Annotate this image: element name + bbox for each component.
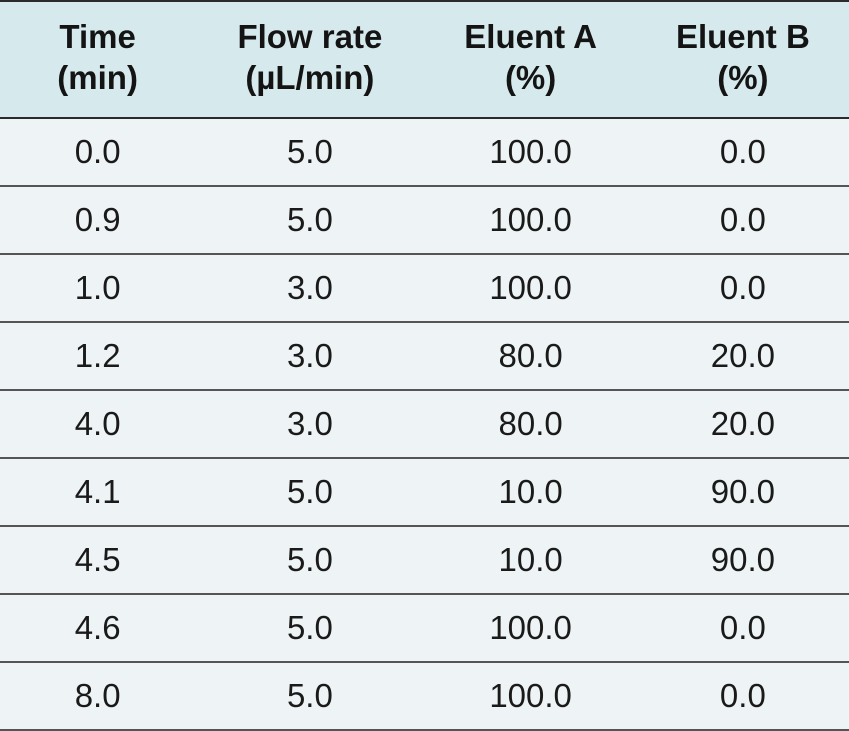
cell-time: 8.0 — [0, 662, 195, 730]
cell-eluent-b: 0.0 — [637, 662, 849, 730]
col-header-label: Time — [4, 16, 191, 57]
gradient-table: Time (min) Flow rate (µL/min) Eluent A (… — [0, 0, 849, 731]
cell-eluent-a: 100.0 — [424, 662, 636, 730]
col-header-unit: (µL/min) — [199, 57, 420, 98]
cell-eluent-a: 80.0 — [424, 390, 636, 458]
table-row: 8.0 5.0 100.0 0.0 — [0, 662, 849, 730]
table-row: 4.1 5.0 10.0 90.0 — [0, 458, 849, 526]
col-header-flowrate: Flow rate (µL/min) — [195, 1, 424, 118]
cell-time: 4.6 — [0, 594, 195, 662]
gradient-table-container: Time (min) Flow rate (µL/min) Eluent A (… — [0, 0, 849, 731]
col-header-unit: (min) — [4, 57, 191, 98]
cell-time: 1.2 — [0, 322, 195, 390]
cell-time: 0.9 — [0, 186, 195, 254]
cell-eluent-b: 20.0 — [637, 322, 849, 390]
cell-eluent-a: 80.0 — [424, 322, 636, 390]
cell-eluent-a: 100.0 — [424, 594, 636, 662]
cell-flowrate: 5.0 — [195, 594, 424, 662]
cell-eluent-a: 100.0 — [424, 254, 636, 322]
cell-time: 1.0 — [0, 254, 195, 322]
cell-flowrate: 5.0 — [195, 662, 424, 730]
cell-eluent-b: 0.0 — [637, 254, 849, 322]
cell-time: 4.0 — [0, 390, 195, 458]
cell-eluent-b: 0.0 — [637, 118, 849, 186]
cell-eluent-a: 10.0 — [424, 526, 636, 594]
table-row: 0.9 5.0 100.0 0.0 — [0, 186, 849, 254]
table-row: 4.5 5.0 10.0 90.0 — [0, 526, 849, 594]
table-row: 4.6 5.0 100.0 0.0 — [0, 594, 849, 662]
col-header-label: Eluent B — [641, 16, 845, 57]
col-header-eluent-a: Eluent A (%) — [424, 1, 636, 118]
cell-eluent-a: 100.0 — [424, 118, 636, 186]
cell-eluent-b: 90.0 — [637, 458, 849, 526]
col-header-eluent-b: Eluent B (%) — [637, 1, 849, 118]
col-header-label: Flow rate — [199, 16, 420, 57]
col-header-unit: (%) — [428, 57, 632, 98]
cell-eluent-b: 20.0 — [637, 390, 849, 458]
col-header-time: Time (min) — [0, 1, 195, 118]
col-header-label: Eluent A — [428, 16, 632, 57]
table-header: Time (min) Flow rate (µL/min) Eluent A (… — [0, 1, 849, 118]
cell-time: 0.0 — [0, 118, 195, 186]
cell-flowrate: 5.0 — [195, 458, 424, 526]
cell-eluent-b: 0.0 — [637, 594, 849, 662]
cell-flowrate: 5.0 — [195, 526, 424, 594]
table-row: 1.0 3.0 100.0 0.0 — [0, 254, 849, 322]
table-row: 1.2 3.0 80.0 20.0 — [0, 322, 849, 390]
cell-eluent-a: 100.0 — [424, 186, 636, 254]
cell-flowrate: 5.0 — [195, 118, 424, 186]
cell-eluent-b: 90.0 — [637, 526, 849, 594]
cell-flowrate: 5.0 — [195, 186, 424, 254]
cell-time: 4.1 — [0, 458, 195, 526]
table-header-row: Time (min) Flow rate (µL/min) Eluent A (… — [0, 1, 849, 118]
table-body: 0.0 5.0 100.0 0.0 0.9 5.0 100.0 0.0 1.0 … — [0, 118, 849, 730]
cell-eluent-a: 10.0 — [424, 458, 636, 526]
col-header-unit: (%) — [641, 57, 845, 98]
cell-flowrate: 3.0 — [195, 254, 424, 322]
cell-flowrate: 3.0 — [195, 390, 424, 458]
cell-eluent-b: 0.0 — [637, 186, 849, 254]
table-row: 0.0 5.0 100.0 0.0 — [0, 118, 849, 186]
table-row: 4.0 3.0 80.0 20.0 — [0, 390, 849, 458]
cell-time: 4.5 — [0, 526, 195, 594]
cell-flowrate: 3.0 — [195, 322, 424, 390]
